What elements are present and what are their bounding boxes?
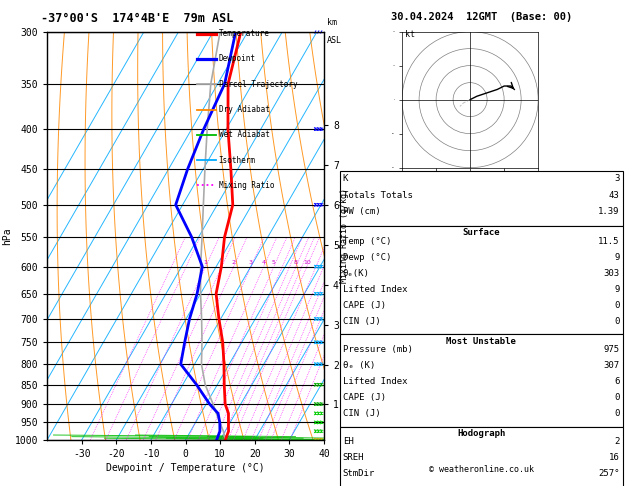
Text: Wet Adiabat: Wet Adiabat [219,130,270,139]
Text: kt: kt [406,30,416,39]
Text: K: K [343,174,348,184]
Text: 0: 0 [614,393,620,402]
Text: 3: 3 [249,260,253,264]
Text: Hodograph: Hodograph [457,429,505,438]
Text: 303: 303 [603,269,620,278]
Text: θₑ (K): θₑ (K) [343,361,375,370]
Text: 1: 1 [204,260,208,264]
Text: 10: 10 [303,260,311,264]
Text: Totals Totals: Totals Totals [343,191,413,200]
Text: Most Unstable: Most Unstable [446,337,516,346]
Y-axis label: hPa: hPa [2,227,12,244]
Text: 9: 9 [614,285,620,294]
Text: 4: 4 [262,260,265,264]
Text: StmDir: StmDir [343,469,375,479]
Text: Dry Adiabat: Dry Adiabat [219,105,270,114]
Text: Temperature: Temperature [219,29,270,38]
Text: © weatheronline.co.uk: © weatheronline.co.uk [429,465,533,474]
Text: ASL: ASL [327,36,342,46]
Text: SREH: SREH [343,453,364,463]
Text: Parcel Trajectory: Parcel Trajectory [219,80,298,89]
Text: 0: 0 [614,301,620,310]
Text: 975: 975 [603,345,620,354]
Text: CAPE (J): CAPE (J) [343,301,386,310]
Text: Lifted Index: Lifted Index [343,377,408,386]
Text: km: km [327,17,337,27]
Text: Isotherm: Isotherm [219,156,256,165]
Text: 11.5: 11.5 [598,237,620,246]
Text: 6: 6 [614,377,620,386]
Text: θₑ(K): θₑ(K) [343,269,370,278]
Text: 1.39: 1.39 [598,207,620,216]
Text: 0: 0 [614,409,620,418]
Text: 0: 0 [614,317,620,326]
Text: Pressure (mb): Pressure (mb) [343,345,413,354]
Text: 307: 307 [603,361,620,370]
Text: 9: 9 [614,253,620,262]
Text: Surface: Surface [462,228,500,238]
Text: CIN (J): CIN (J) [343,317,381,326]
Text: 3: 3 [614,174,620,184]
Text: 257°: 257° [598,469,620,479]
Text: 2: 2 [614,437,620,447]
Text: -37°00'S  174°4B'E  79m ASL: -37°00'S 174°4B'E 79m ASL [41,12,233,25]
Text: 5: 5 [272,260,276,264]
Text: Mixing Ratio: Mixing Ratio [219,181,274,190]
Text: 2: 2 [231,260,236,264]
Text: LCL: LCL [346,427,361,436]
Text: EH: EH [343,437,353,447]
Text: Temp (°C): Temp (°C) [343,237,391,246]
Text: Mixing Ratio (g/kg): Mixing Ratio (g/kg) [340,188,348,283]
Text: 30.04.2024  12GMT  (Base: 00): 30.04.2024 12GMT (Base: 00) [391,12,572,22]
Text: 8: 8 [294,260,298,264]
Text: Dewp (°C): Dewp (°C) [343,253,391,262]
Text: PW (cm): PW (cm) [343,207,381,216]
X-axis label: Dewpoint / Temperature (°C): Dewpoint / Temperature (°C) [106,463,265,473]
Text: CAPE (J): CAPE (J) [343,393,386,402]
Text: 16: 16 [609,453,620,463]
Text: CIN (J): CIN (J) [343,409,381,418]
Text: Dewpoint: Dewpoint [219,54,256,64]
Text: Lifted Index: Lifted Index [343,285,408,294]
Text: 43: 43 [609,191,620,200]
